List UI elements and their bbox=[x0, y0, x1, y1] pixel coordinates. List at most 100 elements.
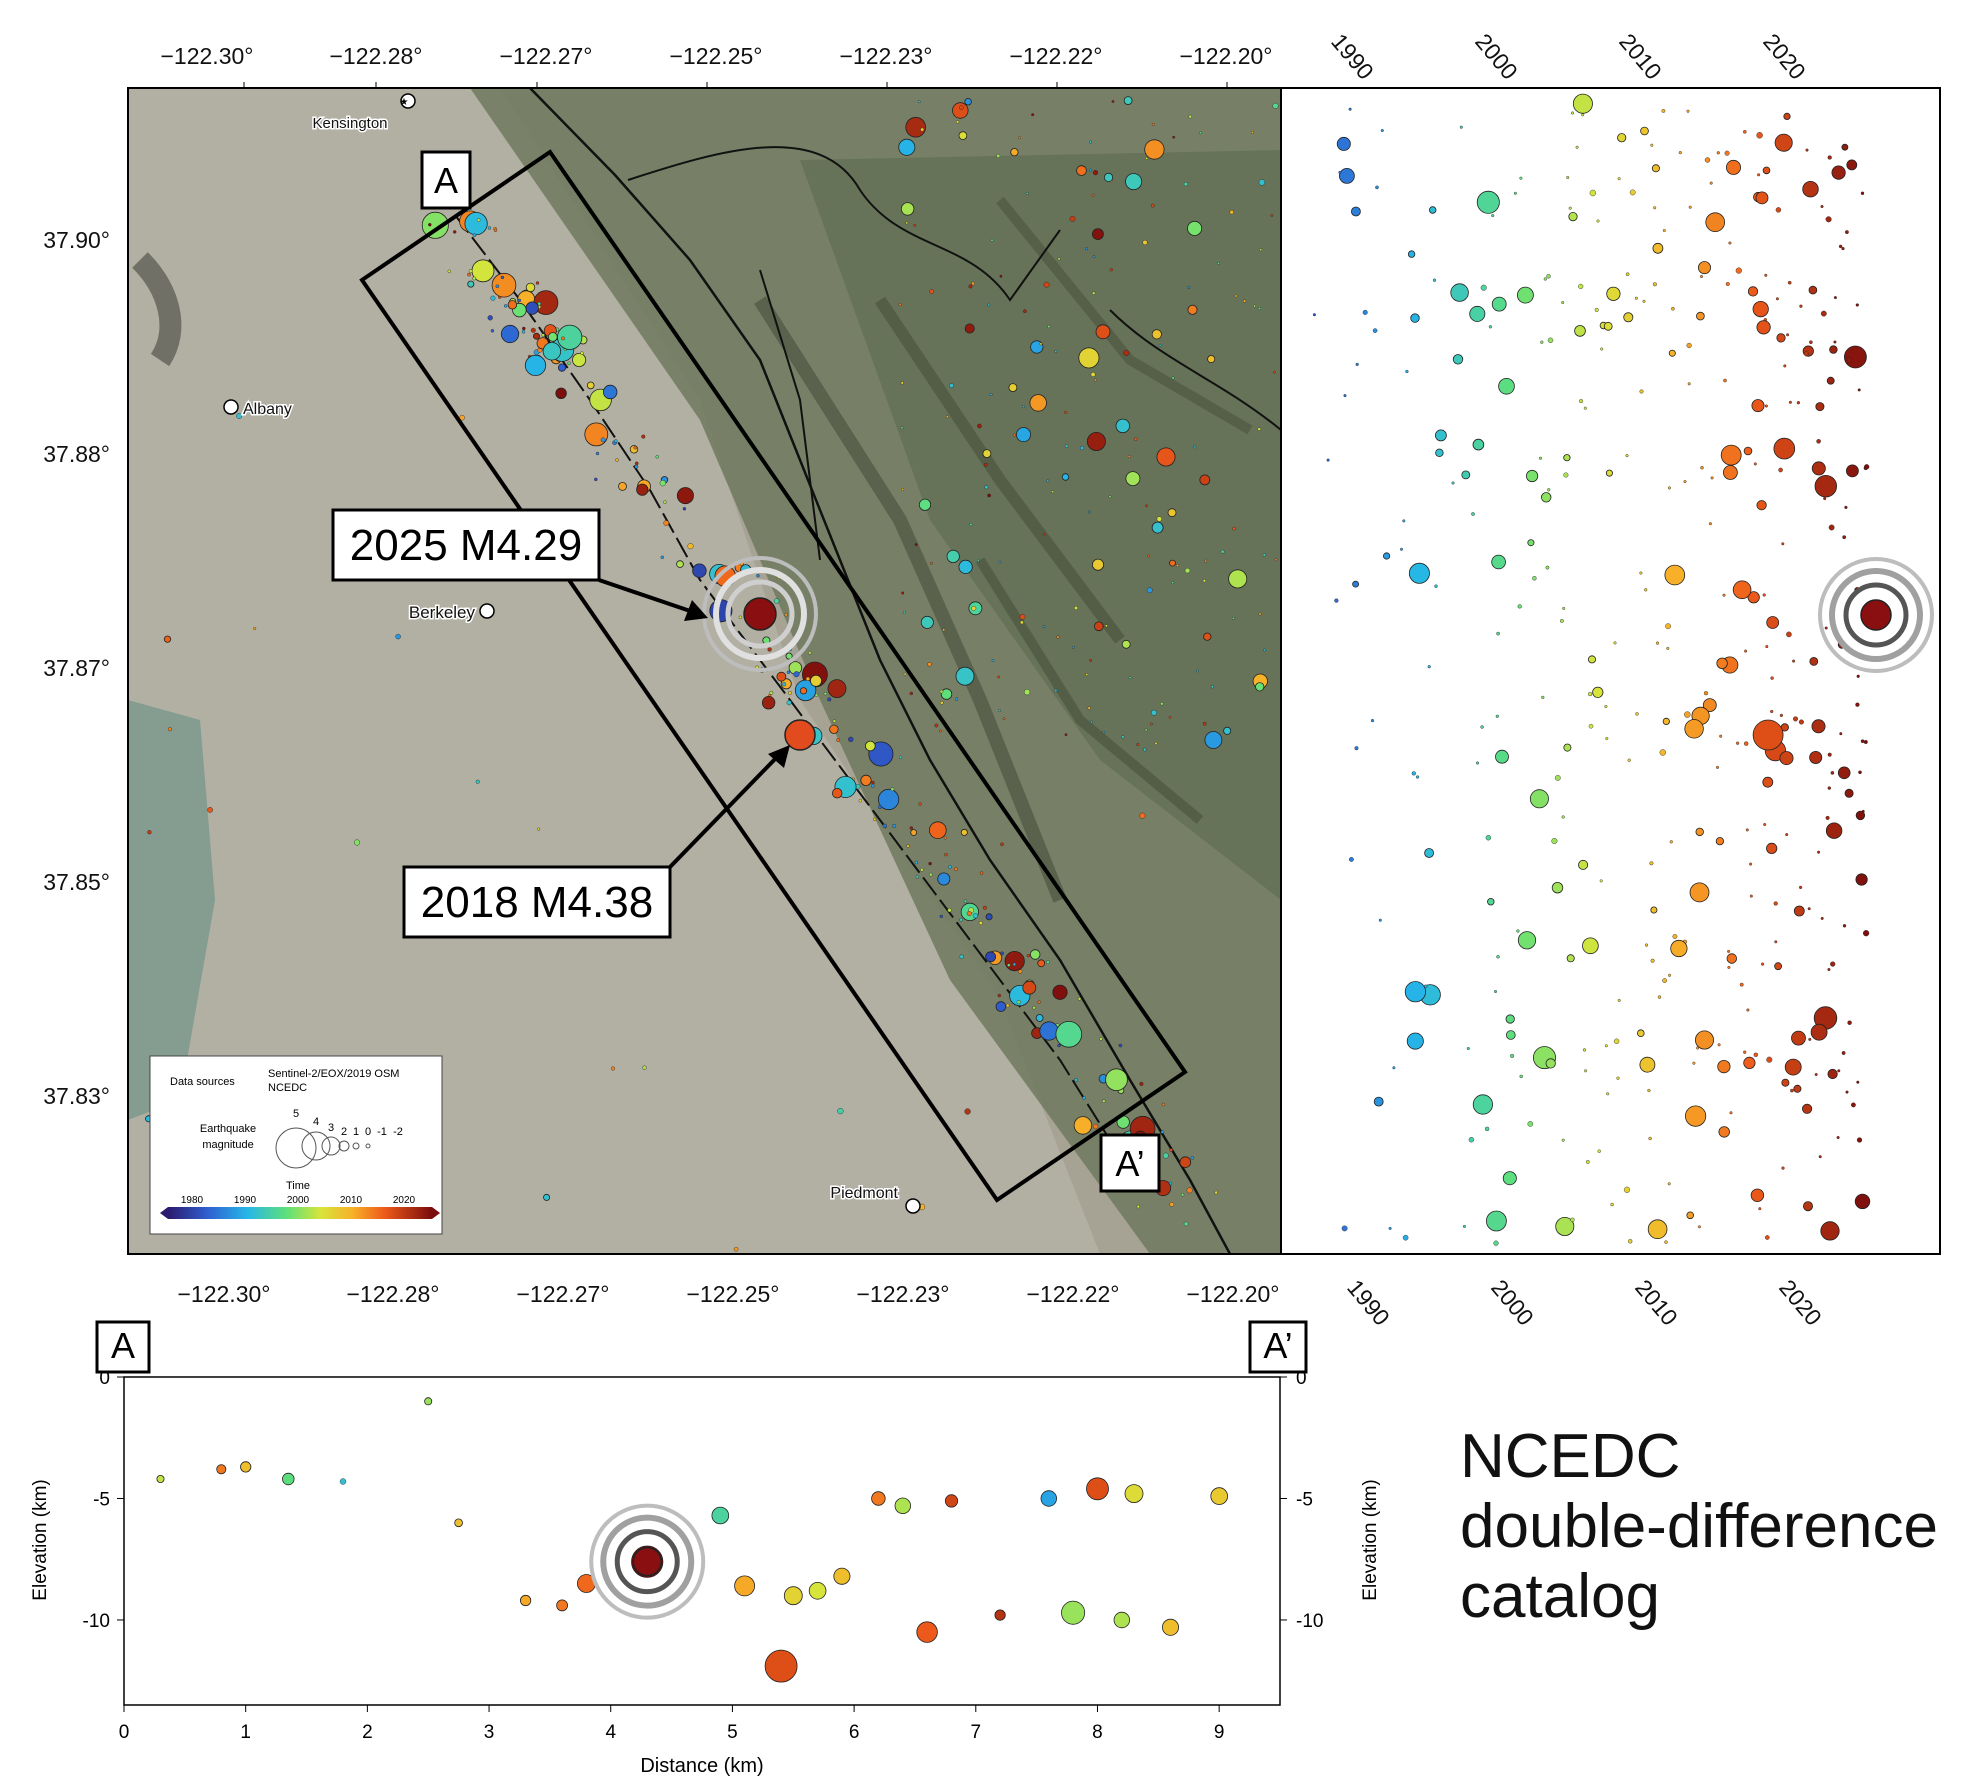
map-event-point bbox=[1258, 612, 1262, 616]
map-event-point bbox=[642, 1065, 647, 1070]
time-event-point bbox=[1723, 378, 1727, 383]
map-event-point bbox=[1043, 281, 1050, 288]
time-event-point bbox=[1786, 631, 1792, 638]
time-event-point bbox=[1527, 539, 1535, 547]
map-event-point bbox=[1186, 1187, 1193, 1194]
time-event-point bbox=[1845, 230, 1849, 235]
map-event-point bbox=[836, 738, 841, 742]
svg-text:4: 4 bbox=[313, 1116, 319, 1128]
time-event-point bbox=[1669, 840, 1673, 844]
time-event-point bbox=[1756, 132, 1763, 139]
time-event-point bbox=[1578, 283, 1584, 290]
time-event-point bbox=[1775, 297, 1779, 301]
time-event-point bbox=[1808, 1037, 1812, 1041]
map-event-point bbox=[1125, 471, 1141, 487]
time-event-point bbox=[1388, 1226, 1392, 1230]
time-event-point bbox=[1793, 905, 1805, 917]
time-event-point bbox=[1684, 719, 1704, 739]
map-event-point bbox=[537, 301, 542, 306]
time-event-point bbox=[1495, 714, 1499, 718]
time-event-point bbox=[1798, 719, 1804, 725]
map-event-point bbox=[1274, 558, 1278, 562]
time-event-point bbox=[1744, 649, 1748, 653]
map-event-point bbox=[1111, 100, 1115, 103]
map-event-point bbox=[636, 483, 649, 496]
map-event-point bbox=[1223, 726, 1232, 735]
time-event-point bbox=[1546, 274, 1551, 279]
time-event-point bbox=[1493, 990, 1497, 994]
time-event-point bbox=[1461, 470, 1471, 480]
time-event-point bbox=[1476, 190, 1500, 214]
map-event-point bbox=[1139, 812, 1146, 819]
time-event-point bbox=[1579, 399, 1584, 404]
map-event-point bbox=[939, 689, 944, 694]
map-event-point bbox=[1187, 286, 1191, 289]
svg-text:−122.23°: −122.23° bbox=[840, 43, 933, 69]
time-event-point bbox=[1827, 155, 1832, 160]
map-event-point bbox=[761, 696, 776, 710]
map-event-point bbox=[1193, 445, 1197, 449]
time-event-point bbox=[1856, 674, 1860, 678]
time-event-point bbox=[1864, 464, 1870, 470]
time-event-point bbox=[1719, 734, 1723, 738]
map-event-point bbox=[882, 823, 887, 828]
figure-title-line-2: double-difference bbox=[1460, 1492, 1938, 1561]
map-event-point bbox=[1145, 156, 1149, 160]
map-event-point bbox=[1146, 587, 1153, 594]
svg-text:−122.20°: −122.20° bbox=[1180, 43, 1273, 69]
svg-text:2020: 2020 bbox=[1758, 29, 1811, 85]
time-event-point bbox=[1807, 907, 1811, 911]
place-marker-piedmont: Piedmont bbox=[829, 1184, 921, 1214]
map-event-point bbox=[1253, 304, 1256, 308]
map-event-point bbox=[989, 393, 993, 396]
xs-event-point bbox=[424, 1397, 433, 1406]
map-event-point bbox=[472, 233, 477, 237]
map-event-point bbox=[541, 333, 545, 337]
time-event-point bbox=[1809, 657, 1819, 666]
time-event-point bbox=[1781, 1166, 1785, 1170]
map-event-point bbox=[236, 413, 243, 419]
time-event-point bbox=[1597, 1149, 1601, 1153]
svg-text:Berkeley: Berkeley bbox=[409, 603, 476, 622]
callout-2025: 2025 M4.29 bbox=[331, 508, 708, 621]
svg-text:Time: Time bbox=[286, 1180, 310, 1192]
time-event-point bbox=[1776, 333, 1786, 343]
time-event-point bbox=[1600, 347, 1604, 351]
time-event-point bbox=[1491, 296, 1507, 312]
time-event-point bbox=[1604, 705, 1608, 709]
time-event-point bbox=[1570, 111, 1574, 115]
xs-x-tick-label: 1 bbox=[240, 1722, 251, 1743]
map-event-point bbox=[1179, 1156, 1192, 1168]
map-event-point bbox=[898, 138, 916, 156]
map-event-point bbox=[614, 439, 618, 443]
time-event-point bbox=[1805, 148, 1809, 152]
map-event-point bbox=[964, 1108, 971, 1115]
time-event-point bbox=[1547, 488, 1551, 492]
time-event-point bbox=[1574, 325, 1586, 337]
time-panel: 1990 2000 2010 2020 1990 2000 2010 2020 bbox=[1280, 29, 1941, 1330]
xs-ylabel-left: Elevation (km) bbox=[30, 1479, 51, 1600]
map-panel: ★ Kensington Albany Berkeley Piedmont Da… bbox=[43, 43, 1282, 1307]
map-event-point bbox=[947, 908, 952, 913]
time-event-point bbox=[1757, 173, 1761, 177]
time-event-point bbox=[1667, 486, 1671, 490]
time-event-point bbox=[1826, 376, 1835, 385]
map-event-point bbox=[990, 238, 994, 242]
time-event-point bbox=[1427, 665, 1431, 669]
xs-event-point bbox=[216, 1464, 227, 1475]
map-event-point bbox=[1046, 479, 1050, 483]
svg-text:Data sources: Data sources bbox=[170, 1076, 235, 1088]
map-event-point bbox=[1092, 558, 1105, 571]
map-event-point bbox=[490, 295, 496, 301]
time-event-point bbox=[1582, 937, 1599, 955]
map-event-point bbox=[555, 387, 567, 400]
map-event-point bbox=[983, 462, 988, 467]
time-event-point bbox=[1639, 389, 1644, 394]
time-event-point bbox=[1354, 746, 1359, 751]
time-event-point bbox=[1764, 273, 1768, 277]
time-event-point bbox=[1596, 219, 1600, 223]
time-event-point bbox=[1825, 815, 1830, 820]
map-event-point bbox=[1151, 521, 1164, 534]
map-event-point bbox=[1203, 632, 1212, 641]
